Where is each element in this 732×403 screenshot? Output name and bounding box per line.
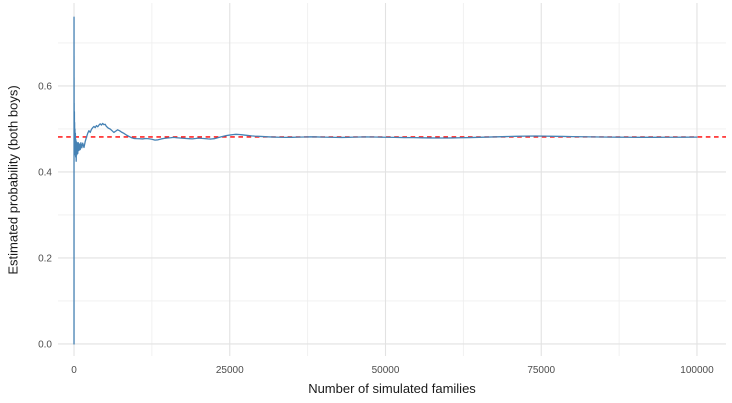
x-tick-label: 100000 xyxy=(680,365,714,376)
y-tick-label: 0.0 xyxy=(38,339,52,350)
x-tick-label: 25000 xyxy=(216,365,244,376)
y-axis-title: Estimated probability (both boys) xyxy=(5,85,21,275)
x-tick-label: 0 xyxy=(71,365,77,376)
x-tick-label: 50000 xyxy=(372,365,400,376)
y-tick-label: 0.6 xyxy=(38,81,52,92)
x-tick-label: 75000 xyxy=(527,365,555,376)
y-tick-label: 0.4 xyxy=(38,167,52,178)
x-axis-title: Number of simulated families xyxy=(308,381,476,396)
probability-line xyxy=(73,16,698,345)
y-tick-label: 0.2 xyxy=(38,253,52,264)
